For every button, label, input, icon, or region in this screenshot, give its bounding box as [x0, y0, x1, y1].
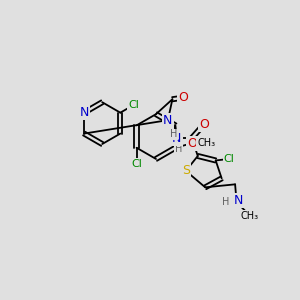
Text: CH₃: CH₃ [197, 138, 215, 148]
Text: Cl: Cl [128, 100, 139, 110]
Text: H: H [223, 197, 230, 207]
Text: N: N [80, 106, 89, 119]
Text: O: O [187, 137, 197, 150]
Text: N: N [163, 114, 172, 127]
Text: CH₃: CH₃ [241, 211, 259, 221]
Text: H: H [170, 130, 178, 140]
Text: O: O [178, 91, 188, 104]
Text: N: N [172, 132, 182, 145]
Text: O: O [199, 118, 209, 131]
Text: H: H [175, 143, 182, 154]
Text: Cl: Cl [131, 159, 142, 169]
Text: Cl: Cl [224, 154, 235, 164]
Text: N: N [233, 194, 243, 207]
Text: S: S [182, 164, 190, 177]
